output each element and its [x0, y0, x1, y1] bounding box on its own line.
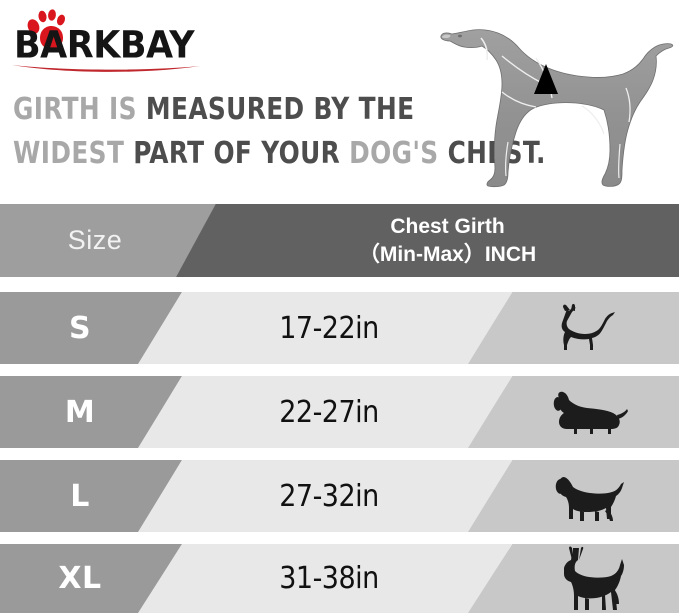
measuring-dog-illustration [440, 29, 674, 188]
size-label: M [64, 394, 96, 430]
logo-swoosh [12, 65, 200, 72]
header-label-girth-line2: （Min-Max）INCH [358, 242, 537, 266]
header-label-girth-line1: Chest Girth [390, 214, 505, 238]
great-dane-icon [563, 546, 624, 610]
headline-word: PART OF YOUR [133, 136, 341, 171]
header-label-size: Size [67, 225, 123, 255]
headline-word: WIDEST [13, 136, 125, 171]
table-row: S 17-22in [0, 292, 679, 364]
header-area: BARKBAY GIRTH IS MEASURED BY THE WIDEST … [0, 0, 679, 204]
dachshund-icon [553, 391, 628, 434]
headline-line-1: GIRTH IS MEASURED BY THE [13, 88, 414, 132]
chihuahua-icon [561, 303, 615, 350]
size-label: L [70, 478, 90, 514]
table-row: L 27-32in [0, 460, 679, 532]
girth-value: 31-38in [279, 561, 379, 596]
headline-word: MEASURED BY THE [145, 92, 415, 127]
headline-word: GIRTH IS [13, 92, 137, 127]
paw-print-icon [27, 9, 66, 49]
headline: GIRTH IS MEASURED BY THE WIDEST PART OF … [13, 88, 545, 176]
header-cell-size: Size [0, 204, 216, 277]
girth-value: 22-27in [279, 394, 379, 430]
dog-icon-cell [468, 460, 679, 532]
up-arrow-marker [534, 64, 558, 94]
headline-word: DOG'S [349, 136, 439, 171]
brand-wordmark: BARKBAY [14, 24, 195, 68]
girth-value: 17-22in [279, 310, 379, 346]
girth-value: 27-32in [279, 478, 379, 514]
table-row: M 22-27in [0, 376, 679, 448]
size-chart-table: Size Chest Girth （Min-Max）INCH S 17-22in… [0, 204, 679, 613]
table-row: XL 31-38in [0, 544, 679, 613]
header-cell-chest-girth: Chest Girth （Min-Max）INCH [176, 204, 679, 277]
headline-line-2: WIDEST PART OF YOUR DOG'S CHEST. [13, 132, 545, 176]
labrador-icon [555, 477, 624, 521]
dog-body-shape [440, 29, 674, 188]
girth-cell: 22-27in [138, 376, 512, 448]
size-label: XL [58, 561, 102, 596]
girth-cell: 17-22in [138, 292, 512, 364]
girth-cell: 31-38in [138, 544, 512, 613]
brand-logo: BARKBAY [8, 8, 228, 72]
table-header-row: Size Chest Girth （Min-Max）INCH [0, 204, 679, 277]
girth-cell: 27-32in [138, 460, 512, 532]
size-label: S [68, 310, 92, 346]
